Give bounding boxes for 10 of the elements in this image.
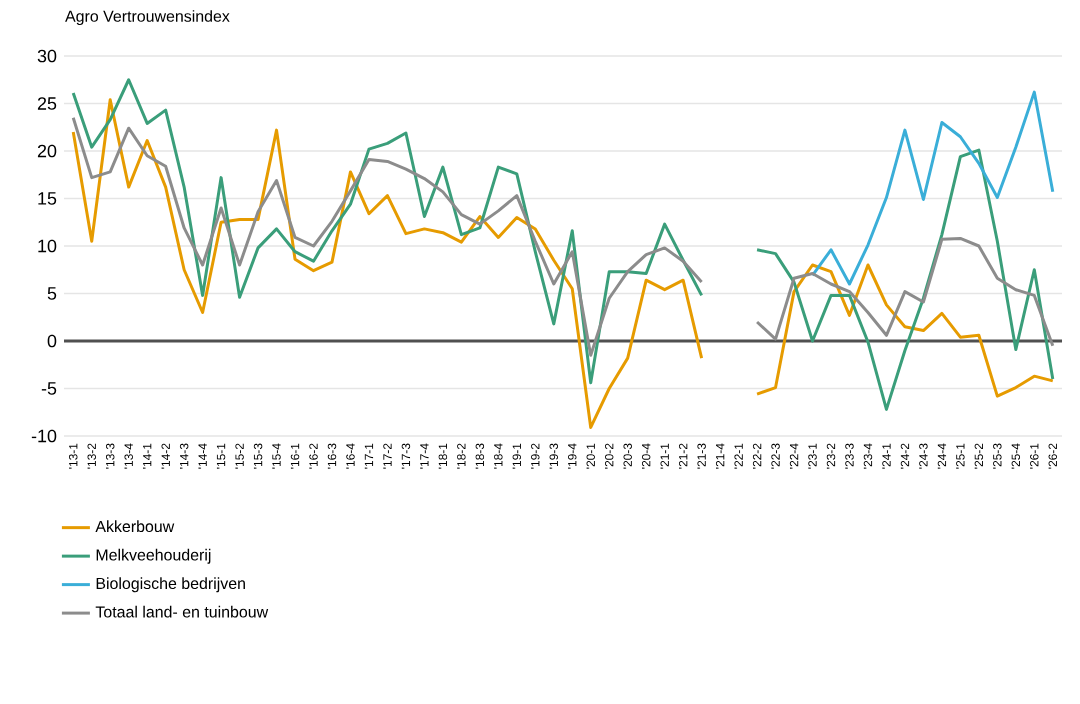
line-series (811, 90, 1055, 286)
y-tick-label: -10 (31, 429, 57, 443)
y-tick-label: 20 (37, 144, 57, 158)
y-tick-label: 5 (47, 287, 57, 300)
y-tick-label: 15 (38, 192, 57, 205)
y-tick-label: 0 (47, 334, 57, 348)
y-tick-label: 30 (37, 49, 57, 63)
y-tick-label: 10 (38, 239, 57, 253)
y-tick-label: 25 (37, 97, 57, 110)
y-tick-label: -5 (41, 382, 57, 395)
